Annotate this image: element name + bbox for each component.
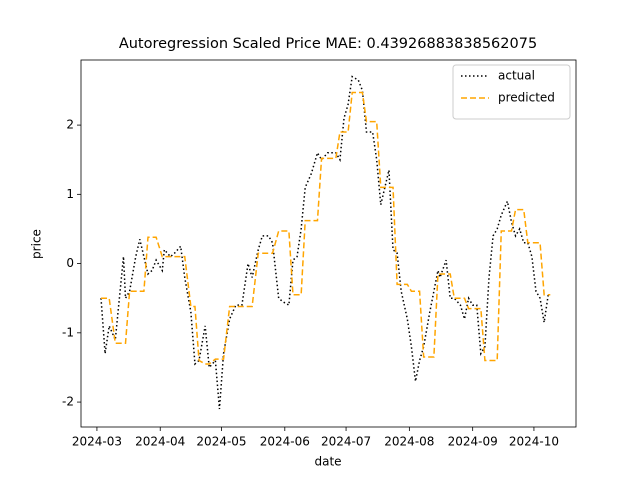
legend-label: predicted — [498, 91, 555, 105]
chart-title: Autoregression Scaled Price MAE: 0.43926… — [119, 36, 537, 52]
x-tick-label: 2024-03 — [72, 435, 122, 449]
y-tick-label: -2 — [62, 395, 74, 409]
x-tick-label: 2024-07 — [321, 435, 371, 449]
x-tick-label: 2024-05 — [196, 435, 246, 449]
x-tick-label: 2024-04 — [135, 435, 185, 449]
y-tick-label: 0 — [66, 256, 74, 270]
y-tick-label: 1 — [66, 187, 74, 201]
plot-frame — [80, 59, 577, 428]
x-tick-label: 2024-09 — [448, 435, 498, 449]
legend-box — [452, 64, 571, 120]
x-tick-label: 2024-06 — [260, 435, 310, 449]
x-axis-label: date — [314, 455, 341, 469]
y-tick-label: 2 — [66, 118, 74, 132]
legend-label: actual — [498, 69, 535, 83]
x-tick-label: 2024-08 — [384, 435, 434, 449]
y-axis-label: price — [30, 229, 44, 259]
x-tick-label: 2024-10 — [509, 435, 559, 449]
data-line — [100, 75, 551, 410]
y-tick-label: -1 — [62, 325, 74, 339]
data-line — [101, 91, 551, 365]
